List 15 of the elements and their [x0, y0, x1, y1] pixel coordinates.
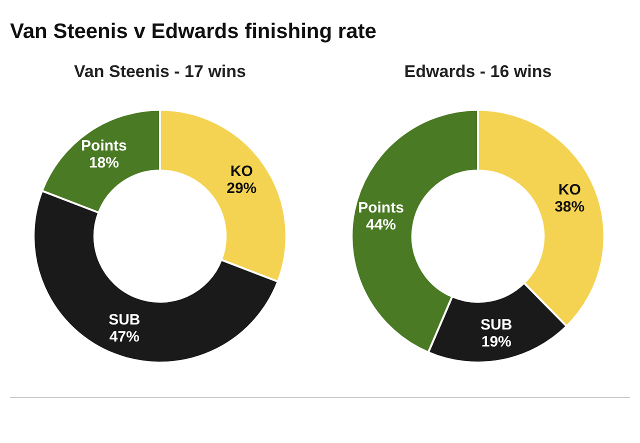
data-label: 38%	[554, 198, 585, 216]
data-label: 47%	[109, 328, 140, 346]
slice-label: Points	[81, 138, 127, 155]
slice-label: SUB	[480, 316, 512, 334]
data-label: 29%	[226, 180, 257, 198]
slice-label: KO	[230, 163, 254, 180]
slice-label: Points	[358, 199, 404, 216]
data-label: 18%	[88, 154, 119, 172]
slice-label: SUB	[108, 312, 140, 329]
chart-subtitle: Van Steenis - 17 wins	[73, 62, 247, 82]
slice-label: KO	[558, 182, 582, 199]
chart-title: Edwards - 16 wins	[403, 62, 553, 82]
data-label: 44%	[366, 216, 396, 234]
chart-title: Van Steenis v Edwards finishing rate	[10, 20, 376, 44]
data-label: 19%	[481, 333, 512, 350]
